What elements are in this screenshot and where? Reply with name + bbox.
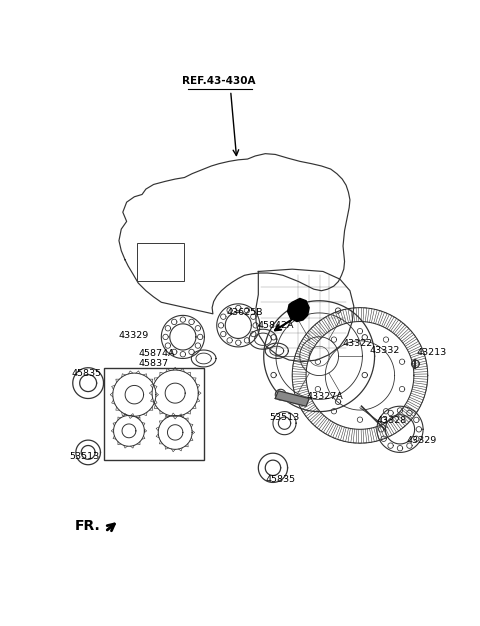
Text: 45835: 45835 [265, 475, 295, 484]
Polygon shape [170, 324, 196, 350]
Text: 43329: 43329 [406, 436, 436, 445]
Polygon shape [76, 440, 100, 464]
Polygon shape [192, 350, 216, 367]
Polygon shape [165, 383, 185, 403]
Text: 53513: 53513 [269, 413, 300, 423]
Text: 45874A: 45874A [138, 349, 175, 358]
Polygon shape [114, 416, 144, 446]
Text: 43625B: 43625B [227, 308, 263, 317]
Polygon shape [288, 299, 309, 322]
Polygon shape [249, 329, 277, 349]
Text: 43329: 43329 [119, 331, 149, 340]
Bar [137, 243, 184, 282]
Polygon shape [168, 424, 183, 440]
Text: 45835: 45835 [72, 369, 102, 378]
Polygon shape [152, 370, 198, 416]
Polygon shape [113, 373, 156, 416]
Bar [104, 367, 204, 460]
Polygon shape [273, 412, 296, 434]
Polygon shape [122, 424, 136, 438]
Text: REF.43-430A: REF.43-430A [182, 76, 256, 86]
Text: 53513: 53513 [69, 452, 99, 461]
Text: FR.: FR. [75, 520, 101, 533]
Polygon shape [264, 300, 374, 412]
Polygon shape [258, 453, 288, 483]
Text: 43332: 43332 [369, 346, 399, 356]
Polygon shape [158, 416, 192, 449]
Polygon shape [225, 312, 252, 339]
Text: 45837: 45837 [138, 359, 168, 368]
Text: 43213: 43213 [417, 348, 447, 357]
Polygon shape [275, 391, 309, 406]
Polygon shape [73, 367, 104, 399]
Text: 43327A: 43327A [306, 393, 343, 401]
Polygon shape [385, 414, 415, 444]
Text: 43322: 43322 [342, 339, 372, 347]
Polygon shape [265, 343, 288, 359]
Polygon shape [125, 386, 144, 404]
Text: 43328: 43328 [377, 416, 407, 424]
Text: 45842A: 45842A [258, 321, 294, 330]
Polygon shape [292, 307, 428, 443]
